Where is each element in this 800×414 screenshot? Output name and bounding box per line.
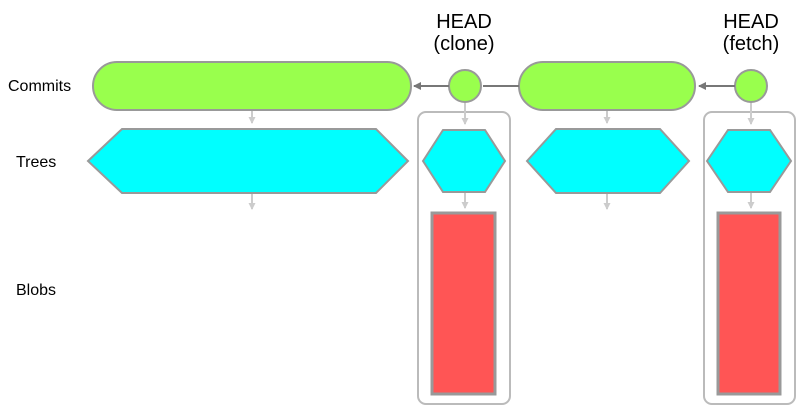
tree-head-fetch (705, 129, 793, 193)
head-clone-label: HEAD (436, 11, 492, 33)
head-clone-sublabel: (clone) (433, 33, 494, 55)
blob-clone (430, 211, 497, 396)
row-label-trees: Trees (16, 154, 56, 171)
head-fetch-sublabel: (fetch) (723, 33, 780, 55)
tree-head-clone (421, 129, 507, 193)
commit-history-fetch (518, 61, 696, 111)
commit-head-clone (448, 69, 482, 103)
row-label-commits: Commits (8, 78, 71, 95)
blob-fetch (716, 211, 782, 396)
tree-history-clone (86, 128, 410, 194)
commit-history-clone (92, 61, 412, 111)
fetch-checkout-box (703, 111, 796, 405)
head-fetch-label: HEAD (723, 11, 779, 33)
tree-history-fetch (525, 128, 691, 194)
row-label-blobs: Blobs (16, 282, 56, 299)
commit-head-fetch (734, 69, 768, 103)
